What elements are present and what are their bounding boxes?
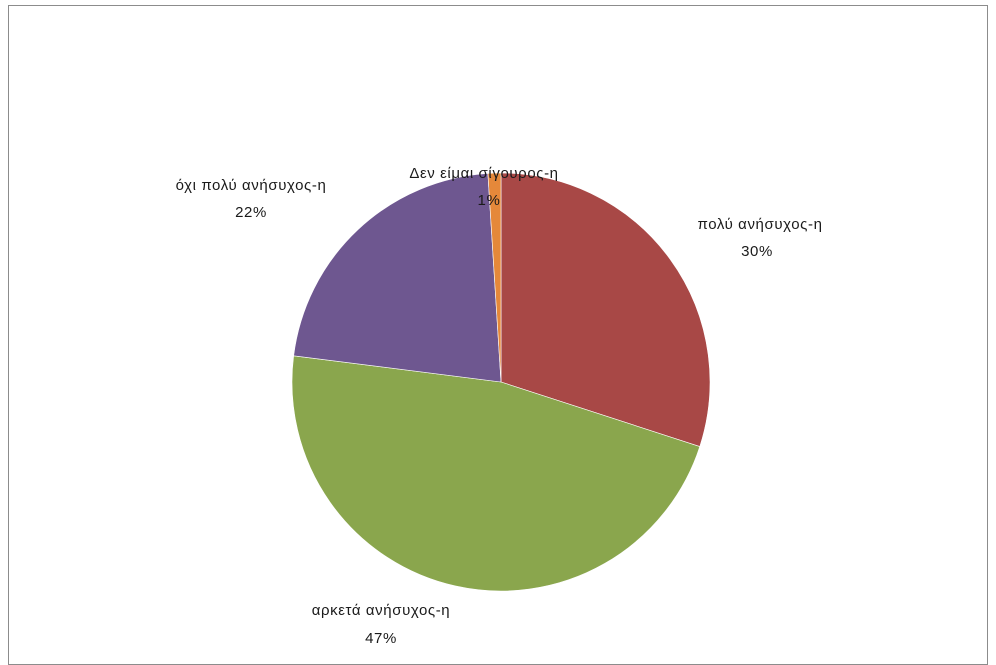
label-percent-fairly-worried: 47% (365, 630, 397, 647)
label-percent-very-worried: 30% (741, 243, 773, 260)
slice-very-worried (500, 172, 711, 447)
slice-not-very-worried (293, 173, 502, 383)
label-percent-not-very-worried: 22% (235, 204, 267, 221)
label-percent-not-sure: 1% (478, 192, 501, 209)
label-category-not-very-worried: όχι πολύ ανήσυχος-η (176, 177, 327, 194)
slice-fairly-worried (291, 355, 701, 592)
label-category-not-sure: Δεν είμαι σίγουρος-η (409, 165, 558, 182)
pie-chart: πολύ ανήσυχος-η 30% αρκετά ανήσυχος-η 47… (176, 165, 822, 647)
label-category-fairly-worried: αρκετά ανήσυχος-η (312, 602, 451, 619)
label-category-very-worried: πολύ ανήσυχος-η (697, 216, 822, 233)
slice-not-sure (487, 172, 502, 383)
